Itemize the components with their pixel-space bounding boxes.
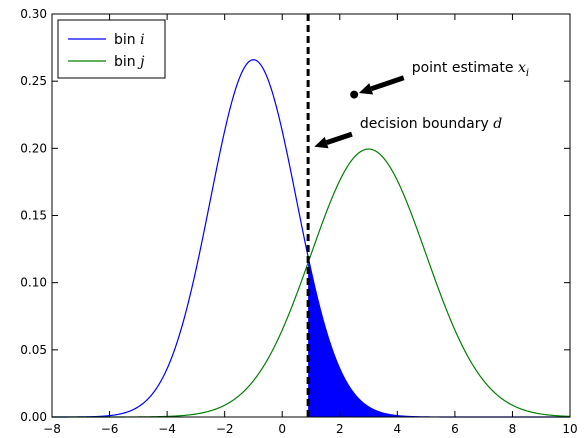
annotation-arrow-point: [370, 75, 405, 92]
annotation-label-boundary: decision boundary d: [360, 116, 502, 132]
x-tick-label: 8: [509, 422, 517, 436]
legend-label: bin i: [114, 32, 145, 48]
y-tick-label: 0.15: [20, 209, 47, 223]
y-tick-label: 0.05: [20, 343, 47, 357]
annotation-arrow-boundary: [325, 131, 353, 146]
point-estimate-marker: [350, 90, 359, 99]
legend-label: bin j: [114, 54, 145, 70]
legend-box: [57, 19, 166, 79]
x-tick-label: 4: [394, 422, 402, 436]
x-tick-label: 10: [562, 422, 577, 436]
axis-ticks: −8 −6 −4 −2 0 2 4 6 8 10 0.00 0.05 0.10 0.15 0.20 0.25 0…: [20, 7, 577, 436]
x-tick-label: −8: [43, 422, 61, 436]
y-tick-label: 0.20: [20, 141, 47, 155]
annotation-label-point: point estimate xi: [412, 60, 529, 79]
x-tick-label: 6: [451, 422, 459, 436]
y-tick-label: 0.00: [20, 410, 47, 424]
y-tick-label: 0.10: [20, 276, 47, 290]
x-tick-label: −4: [158, 422, 176, 436]
annotation-arrowhead-boundary: [314, 136, 329, 149]
x-tick-label: −6: [101, 422, 119, 436]
annotations: point estimate xi decision boundary d: [314, 60, 529, 149]
y-tick-label: 0.30: [20, 7, 47, 21]
y-tick-label: 0.25: [20, 74, 47, 88]
annotation-arrowhead-point: [358, 83, 374, 95]
x-tick-label: 2: [336, 422, 344, 436]
x-tick-label: −2: [216, 422, 234, 436]
legend: bin i bin j: [57, 19, 166, 79]
x-tick-label: 0: [278, 422, 286, 436]
shaded-region: [308, 256, 570, 417]
